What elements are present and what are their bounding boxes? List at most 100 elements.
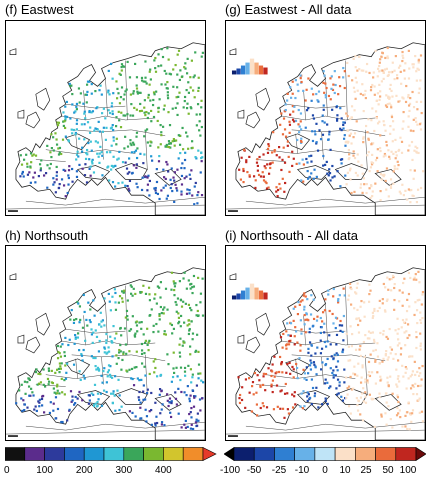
station-dot [407, 149, 410, 152]
station-dot [190, 59, 193, 62]
station-dot [360, 164, 363, 167]
station-dot [182, 341, 185, 344]
station-dot [81, 167, 84, 170]
station-dot [161, 403, 164, 406]
station-dot [324, 397, 327, 400]
station-dot [142, 398, 145, 401]
station-dot [56, 407, 60, 411]
station-dot [56, 368, 59, 371]
station-dot [186, 135, 189, 138]
station-dot [57, 350, 60, 354]
station-dot [145, 82, 148, 85]
station-dot [55, 138, 58, 141]
station-dot [136, 377, 139, 380]
station-dot [384, 392, 388, 395]
station-dot [144, 76, 147, 79]
station-dot [90, 333, 94, 336]
station-dot [267, 143, 270, 146]
station-dot [392, 357, 395, 360]
station-dot [165, 87, 168, 90]
station-dot [262, 179, 266, 182]
station-dot [189, 345, 192, 348]
station-dot [24, 392, 27, 395]
station-dot [199, 292, 203, 295]
station-dot [346, 171, 350, 174]
station-dot [400, 151, 404, 154]
station-dot [195, 418, 198, 421]
station-dot [146, 183, 150, 186]
station-dot [349, 375, 352, 379]
station-dot [300, 80, 303, 84]
station-dot [160, 390, 163, 393]
station-dot [278, 355, 282, 359]
station-dot [338, 381, 341, 384]
station-dot [382, 357, 385, 360]
station-dot [100, 112, 104, 115]
station-dot [70, 128, 73, 131]
station-dot [182, 106, 185, 109]
station-dot [145, 420, 148, 423]
station-dot [173, 144, 176, 147]
station-dot [419, 79, 422, 82]
station-dot [89, 174, 92, 177]
station-dot [412, 194, 415, 198]
station-dot [407, 292, 411, 296]
station-dot [417, 91, 420, 95]
station-dot [188, 329, 191, 332]
station-dot [167, 170, 170, 173]
station-dot [326, 381, 329, 384]
station-dot [124, 114, 127, 117]
station-dot [299, 349, 302, 352]
station-dot [296, 377, 299, 380]
station-dot [65, 371, 68, 374]
station-dot [315, 373, 318, 376]
country-border [303, 90, 306, 120]
station-dot [345, 332, 348, 335]
station-dot [380, 415, 383, 418]
station-dot [355, 292, 358, 295]
station-dot [89, 165, 92, 168]
station-dot [148, 83, 151, 86]
station-dot [412, 118, 415, 121]
station-dot [380, 178, 383, 181]
station-dot [176, 73, 179, 76]
station-dot [398, 300, 401, 303]
station-dot [90, 92, 93, 95]
station-dot [116, 87, 119, 90]
station-dot [253, 371, 257, 375]
station-dot [392, 152, 395, 156]
station-dot [379, 149, 382, 153]
station-dot [110, 339, 113, 343]
station-dot [73, 111, 76, 114]
station-dot [292, 376, 295, 379]
station-dot [369, 353, 372, 356]
station-dot [26, 173, 30, 176]
station-dot [361, 392, 364, 395]
station-dot [321, 311, 325, 314]
station-dot [356, 308, 359, 312]
station-dot [74, 110, 77, 113]
station-dot [315, 142, 318, 145]
station-dot [300, 392, 303, 395]
station-dot [378, 306, 381, 310]
station-dot [284, 181, 287, 185]
station-dot [100, 374, 103, 377]
station-dot [170, 323, 174, 327]
station-dot [143, 99, 146, 102]
station-dot [113, 337, 117, 340]
station-dot [368, 187, 371, 190]
station-dot [407, 271, 410, 275]
station-dot [327, 289, 330, 292]
station-dot [106, 371, 109, 374]
station-dot [79, 318, 82, 322]
map-panel-eastwest [5, 20, 206, 216]
station-dot [366, 337, 369, 340]
station-dot [111, 295, 114, 298]
station-dot [264, 167, 267, 170]
station-dot [400, 326, 403, 329]
station-dot [80, 123, 83, 126]
station-dot [180, 426, 183, 429]
station-dot [133, 106, 136, 110]
station-dot [406, 298, 409, 301]
station-dot [324, 96, 327, 99]
